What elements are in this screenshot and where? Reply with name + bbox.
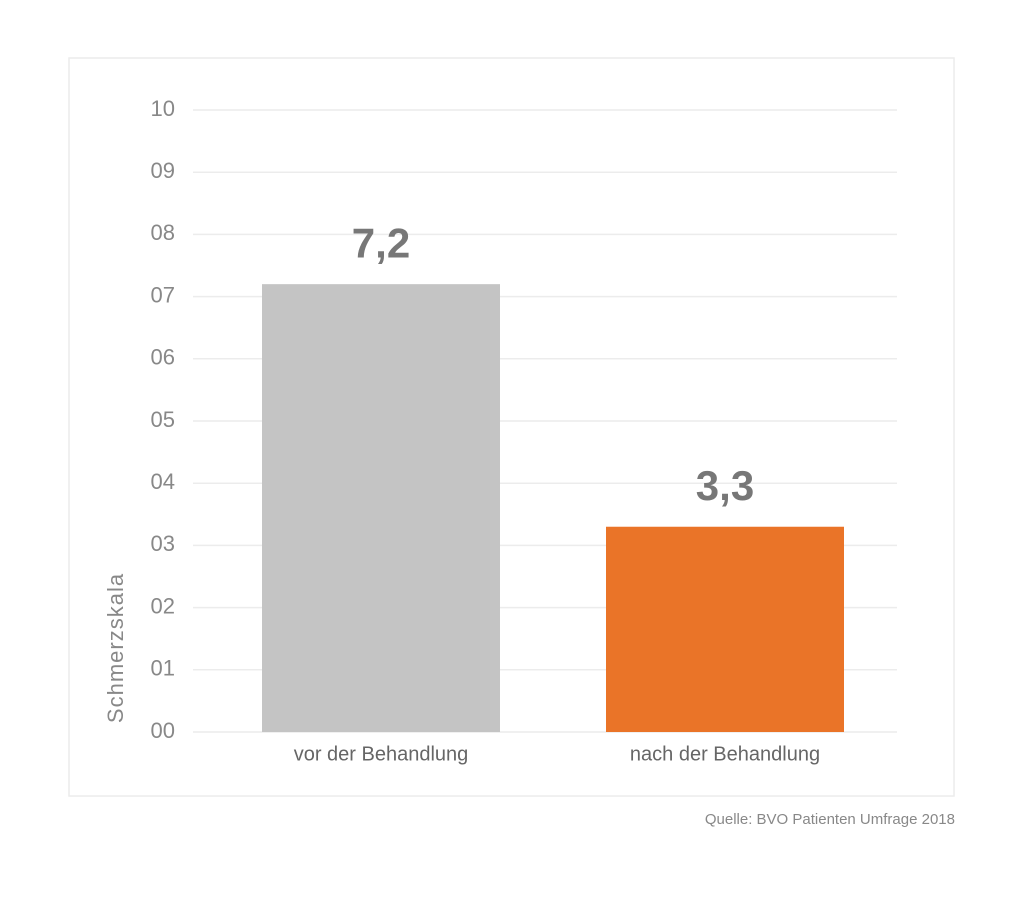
y-tick-label: 09 — [151, 158, 175, 183]
y-axis-title: Schmerzskala — [103, 573, 128, 723]
value-label: 7,2 — [352, 219, 410, 266]
y-tick-label: 07 — [151, 282, 175, 307]
source-note: Quelle: BVO Patienten Umfrage 2018 — [705, 811, 955, 828]
x-tick-label: nach der Behandlung — [630, 743, 820, 765]
y-tick-label: 10 — [151, 96, 175, 121]
x-tick-label: vor der Behandlung — [294, 743, 469, 765]
y-tick-label: 00 — [151, 718, 175, 743]
y-tick-label: 03 — [151, 531, 175, 556]
bar — [262, 284, 500, 732]
value-label: 3,3 — [696, 462, 754, 509]
y-tick-label: 06 — [151, 345, 175, 370]
y-tick-label: 05 — [151, 407, 175, 432]
y-tick-label: 08 — [151, 220, 175, 245]
y-tick-label: 02 — [151, 593, 175, 618]
y-tick-label: 01 — [151, 656, 175, 681]
bar — [606, 526, 844, 732]
y-tick-label: 04 — [151, 469, 175, 494]
